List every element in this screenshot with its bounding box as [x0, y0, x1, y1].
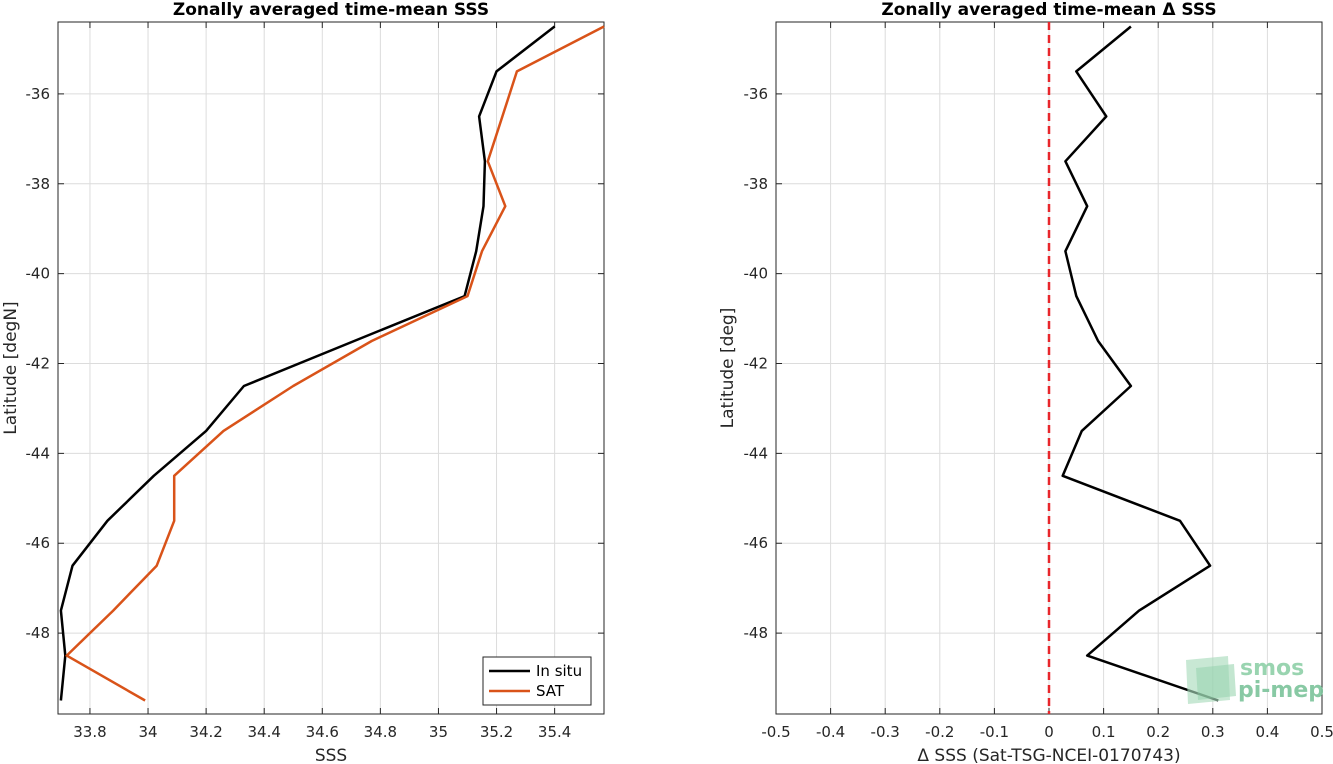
- y-tick-label: -36: [26, 85, 51, 103]
- left-plot-area: [57, 21, 605, 715]
- x-tick-label: -0.5: [761, 723, 790, 741]
- x-tick-label: 34.6: [306, 723, 339, 741]
- legend-box: [482, 656, 592, 706]
- logo-text-smos: smos: [1240, 656, 1304, 681]
- y-tick-label: -46: [744, 534, 769, 552]
- right-y-axis-label: Latitude [deg]: [718, 308, 738, 429]
- y-tick-label: -40: [744, 265, 769, 283]
- series-line-in-situ: [59, 25, 556, 701]
- x-tick-label: 0.5: [1310, 723, 1333, 741]
- x-tick-label: 0: [1044, 723, 1054, 741]
- x-tick-label: 34.2: [189, 723, 222, 741]
- y-tick-label: -38: [26, 175, 51, 193]
- y-tick-label: -42: [26, 355, 51, 373]
- y-tick-label: -38: [744, 175, 769, 193]
- series-line-delta-sss: [1061, 25, 1219, 702]
- y-tick-label: -46: [26, 534, 51, 552]
- x-tick-label: -0.1: [980, 723, 1009, 741]
- smos-pi-mep-logo: smos pi-mep: [1186, 656, 1324, 704]
- left-x-axis-label: SSS: [315, 746, 347, 764]
- x-tick-label: 34.4: [247, 723, 280, 741]
- right-chart-title: Zonally averaged time-mean Δ SSS: [881, 0, 1216, 20]
- x-tick-label: -0.4: [816, 723, 845, 741]
- y-tick-label: -48: [26, 624, 51, 642]
- legend: In situ SAT: [482, 656, 592, 706]
- x-tick-label: 34.8: [364, 723, 397, 741]
- logo-text-pi-mep: pi-mep: [1238, 678, 1324, 703]
- x-tick-label: 0.4: [1255, 723, 1279, 741]
- x-tick-label: 33.8: [73, 723, 106, 741]
- y-tick-label: -44: [26, 444, 51, 462]
- y-tick-label: -36: [744, 85, 769, 103]
- x-tick-label: 35: [429, 723, 448, 741]
- x-tick-label: 0.3: [1201, 723, 1225, 741]
- x-tick-label: 0.2: [1146, 723, 1170, 741]
- x-tick-label: 34: [138, 723, 157, 741]
- legend-label-sat: SAT: [536, 682, 565, 700]
- x-tick-label: -0.3: [871, 723, 900, 741]
- x-tick-label: -0.2: [925, 723, 954, 741]
- x-tick-label: 0.1: [1092, 723, 1116, 741]
- left-chart-title: Zonally averaged time-mean SSS: [173, 0, 489, 20]
- x-tick-label: 35.4: [538, 723, 571, 741]
- left-y-axis-label: Latitude [degN]: [1, 301, 21, 434]
- y-tick-label: -48: [744, 624, 769, 642]
- y-tick-label: -42: [744, 355, 769, 373]
- left-chart: 33.8 34 34.2 34.4 34.6 34.8 35 35.2 35.4 -36 -38 -…: [1, 0, 605, 764]
- y-tick-label: -40: [26, 265, 51, 283]
- right-x-axis-label: Δ SSS (Sat-TSG-NCEI-0170743): [917, 746, 1180, 764]
- legend-label-in-situ: In situ: [536, 662, 582, 680]
- right-chart: -0.5 -0.4 -0.3 -0.2 -0.1 0 0.1 0.2 0.3 0.4 0.5 -36…: [718, 0, 1333, 764]
- x-tick-label: 35.2: [480, 723, 513, 741]
- series-line-sat: [65, 25, 605, 702]
- y-tick-label: -44: [744, 444, 769, 462]
